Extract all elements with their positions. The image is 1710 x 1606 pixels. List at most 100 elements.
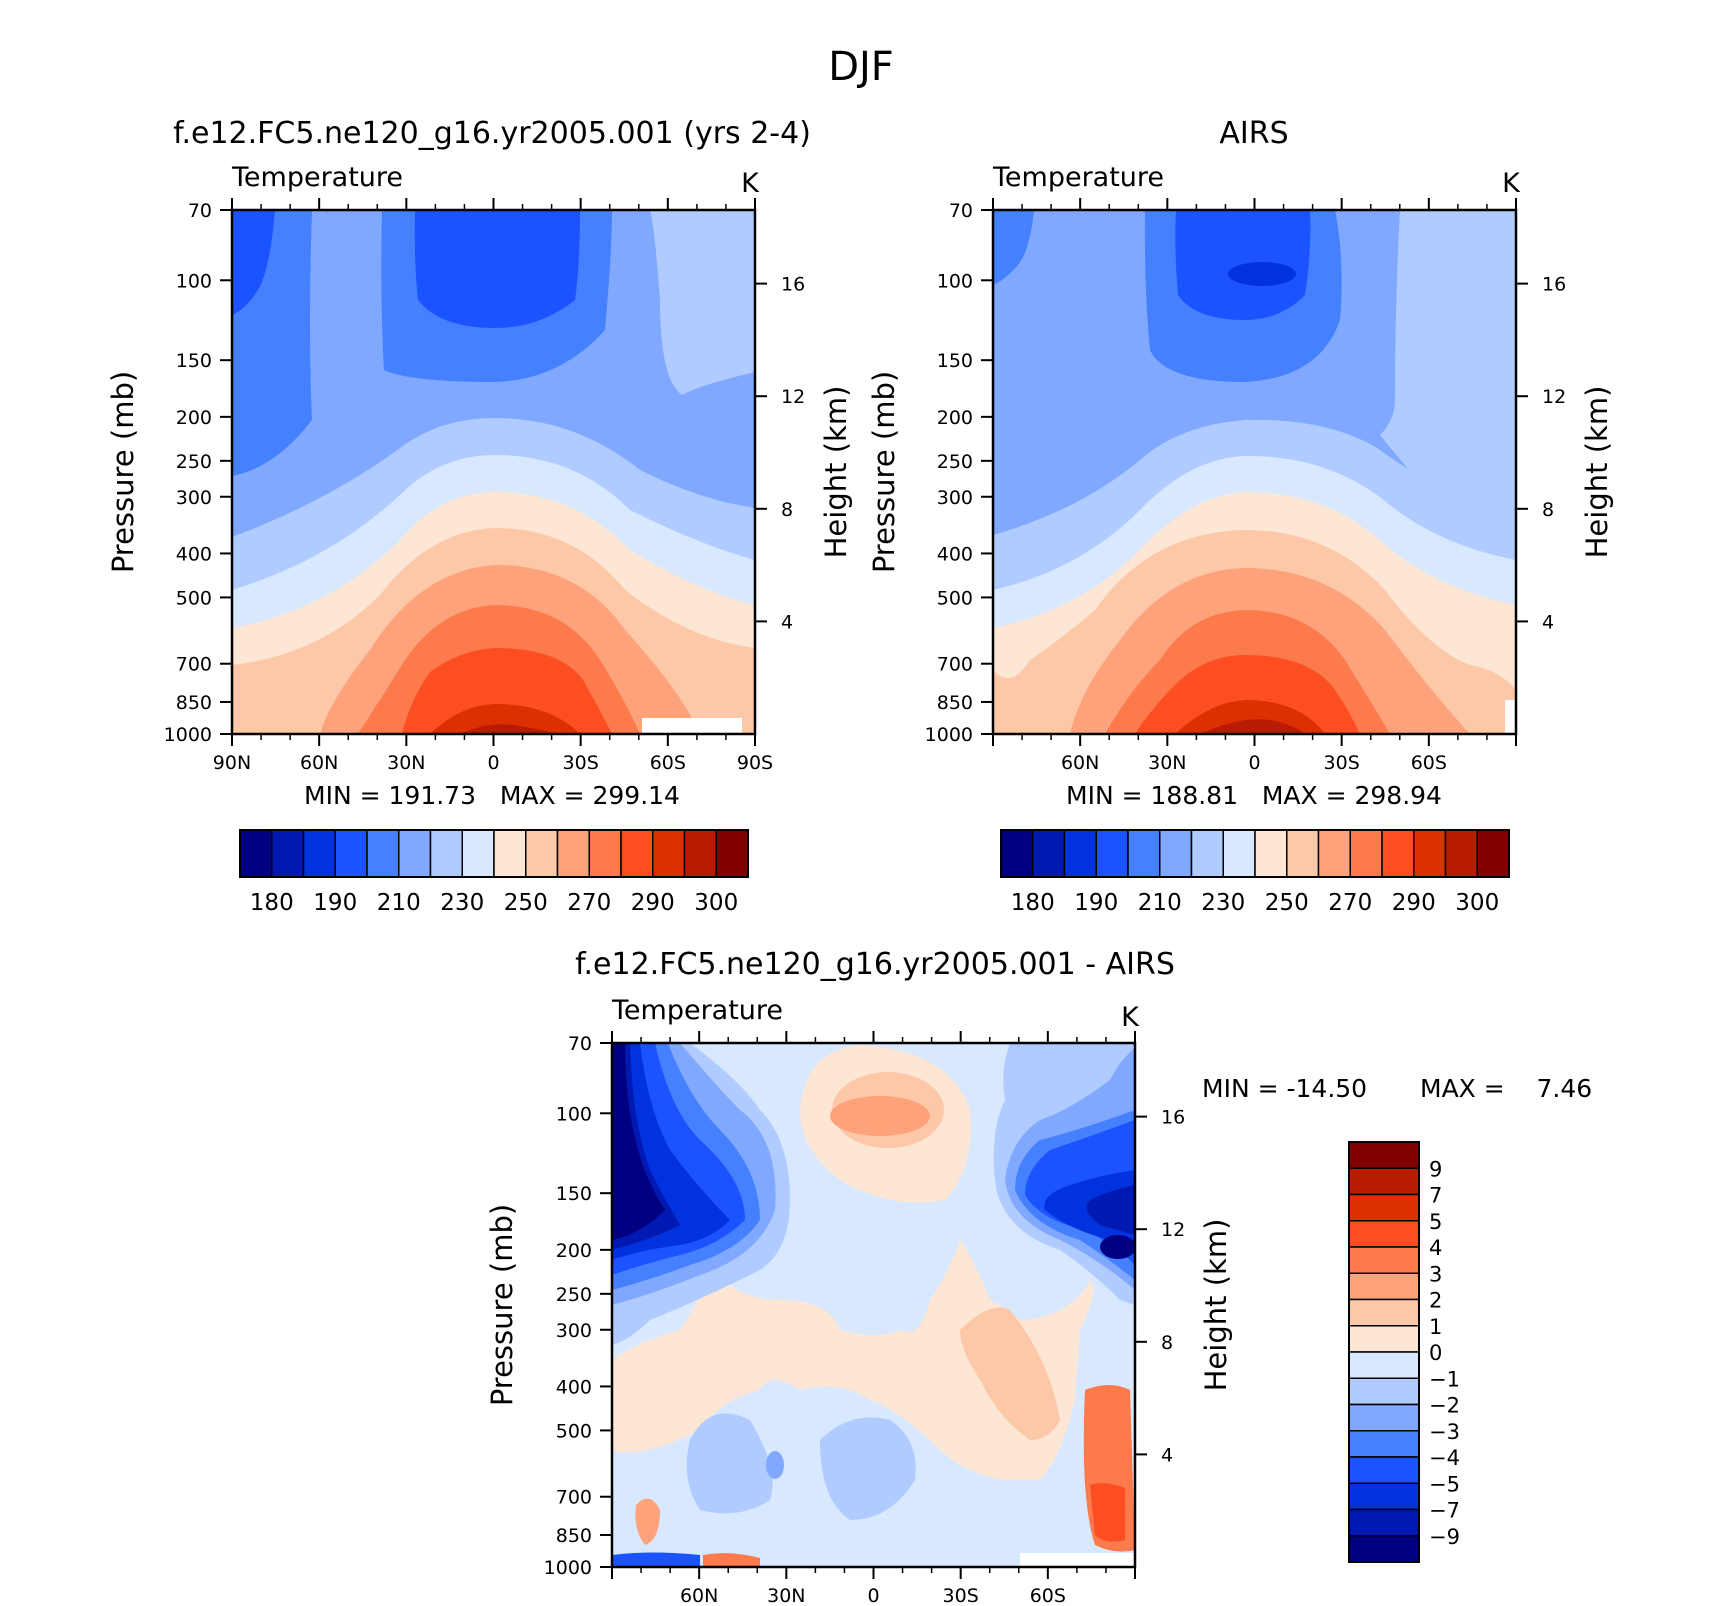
colorbar-swatch xyxy=(1032,829,1066,878)
colorbar-label: −9 xyxy=(1429,1525,1460,1549)
missing-data-airs xyxy=(1505,700,1516,734)
colorbar-swatch xyxy=(1476,829,1510,878)
xtick-label: 60N xyxy=(1061,752,1099,774)
colorbar-swatch xyxy=(1348,1298,1420,1327)
colorbar-label: −4 xyxy=(1429,1446,1460,1470)
colorbar-label: 0 xyxy=(1429,1341,1442,1365)
colorbar-swatch xyxy=(429,829,463,878)
band-diff-neg9-nh xyxy=(612,1043,665,1240)
ylabel-right-model: Height (km) xyxy=(819,386,853,559)
ytick-label: 250 xyxy=(176,451,212,473)
ylabel-diff: Pressure (mb) xyxy=(485,1204,519,1406)
xtick-label: 60N xyxy=(300,752,338,774)
ytick-label: 70 xyxy=(568,1033,592,1055)
colorbar-swatch xyxy=(1159,829,1193,878)
colorbar-swatch xyxy=(1127,829,1161,878)
panel-airs-subtitle: Temperature xyxy=(992,162,1164,193)
ytick-label: 1000 xyxy=(544,1557,592,1579)
ytick-right-label: 12 xyxy=(1542,386,1566,408)
colorbar-label: 190 xyxy=(1074,890,1118,916)
colorbar-swatch xyxy=(1348,1535,1420,1563)
panel-diff: f.e12.FC5.ne120_g16.yr2005.001 - AIRS Te… xyxy=(485,947,1592,1569)
ytick-label: 150 xyxy=(176,350,212,372)
max-diff: MAX = 7.46 xyxy=(1420,1074,1592,1103)
ytick-label: 1000 xyxy=(164,724,212,746)
panel-model-units: K xyxy=(741,168,760,199)
colorbar-swatch xyxy=(1348,1220,1420,1248)
panel-model-subtitle: Temperature xyxy=(231,162,403,193)
band-diff-3-upper xyxy=(830,1096,930,1136)
band-airs-290 xyxy=(1135,655,1360,734)
ytick-label: 400 xyxy=(176,543,212,565)
colorbar-label: 270 xyxy=(1328,890,1372,916)
min-diff: MIN = -14.50 xyxy=(1202,1074,1367,1103)
ytick-right-label: 4 xyxy=(781,611,793,633)
panel-diff-subtitle: Temperature xyxy=(611,995,783,1026)
colorbar-swatch xyxy=(1222,829,1256,878)
colorbar-swatch xyxy=(620,829,654,878)
colorbar-label: −2 xyxy=(1429,1394,1460,1418)
colorbar-label: 2 xyxy=(1429,1289,1442,1313)
panel-model-title: f.e12.FC5.ne120_g16.yr2005.001 (yrs 2-4) xyxy=(173,116,811,151)
ytick-right-label: 12 xyxy=(1161,1219,1185,1241)
colorbar-swatch xyxy=(334,829,368,878)
xtick-label: 0 xyxy=(1248,752,1260,774)
ytick-label: 500 xyxy=(556,1420,592,1442)
colorbar-frame xyxy=(1000,829,1510,878)
contour-field-diff xyxy=(612,1043,1135,1567)
band-airs-300 xyxy=(1200,719,1305,734)
colorbar-swatch xyxy=(525,829,559,878)
band-diff-neg9-sh xyxy=(1100,1235,1135,1259)
ytick-label: 700 xyxy=(556,1487,592,1509)
ylabel-right-diff: Height (km) xyxy=(1199,1219,1233,1392)
xtick-label: 0 xyxy=(867,1585,879,1606)
colorbar-swatch xyxy=(683,829,717,878)
colorbar-swatch xyxy=(1348,1508,1420,1537)
band-diff-pos-surface-tropics xyxy=(703,1553,760,1567)
ytick-label: 300 xyxy=(176,487,212,509)
missing-data-model xyxy=(642,718,742,734)
xtick-label: 30S xyxy=(563,752,599,774)
band-diff-neg-surface-nh xyxy=(612,1552,700,1567)
colorbar-swatch xyxy=(556,829,590,878)
ytick-label: 200 xyxy=(937,407,973,429)
colorbar-swatch xyxy=(1348,1167,1420,1196)
xtick-label: 0 xyxy=(487,752,499,774)
panel-airs-title: AIRS xyxy=(1219,116,1288,151)
colorbar-label: 290 xyxy=(631,890,675,916)
colorbar-label: 210 xyxy=(377,890,421,916)
ytick-right-label: 8 xyxy=(781,499,793,521)
axes-airs: 70 100 150 200 250 300 400 500 700 850 1000 16 12 8 4 6… xyxy=(925,198,1566,774)
ytick-label: 200 xyxy=(176,407,212,429)
ytick-label: 400 xyxy=(937,543,973,565)
colorbar-swatch xyxy=(1381,829,1415,878)
colorbar-swatch xyxy=(1095,829,1129,878)
ytick-label: 250 xyxy=(937,451,973,473)
ytick-label: 250 xyxy=(556,1284,592,1306)
band-model-190-nh xyxy=(232,210,275,315)
band-model-230 xyxy=(632,210,755,395)
colorbar-frame xyxy=(239,829,749,878)
colorbar-label: 9 xyxy=(1429,1157,1442,1181)
ytick-label: 850 xyxy=(937,692,973,714)
band-model-295 xyxy=(430,704,580,734)
band-diff-neg1-lower xyxy=(820,1417,916,1520)
band-diff-neg3-lower xyxy=(766,1451,784,1479)
colorbar-swatch xyxy=(1190,829,1224,878)
colorbar-swatch xyxy=(652,829,686,878)
xtick-label: 60S xyxy=(1030,1585,1066,1606)
colorbar-swatch xyxy=(1348,1456,1420,1484)
colorbar-label: 230 xyxy=(1201,890,1245,916)
ytick-right-label: 16 xyxy=(1161,1107,1185,1129)
colorbar-swatch xyxy=(1444,829,1478,878)
colorbar-swatch xyxy=(1254,829,1288,878)
ytick-label: 70 xyxy=(949,200,973,222)
ytick-label: 150 xyxy=(556,1183,592,1205)
colorbar-swatch xyxy=(271,829,305,878)
band-airs-180-core xyxy=(1228,262,1296,286)
ytick-label: 850 xyxy=(556,1525,592,1547)
band-diff-pos-nh-surface xyxy=(635,1498,660,1545)
colorbar-model: 180 190 210 230 250 270 290 300 xyxy=(239,829,749,916)
ylabel-model: Pressure (mb) xyxy=(106,371,140,573)
colorbar-swatch xyxy=(366,829,400,878)
